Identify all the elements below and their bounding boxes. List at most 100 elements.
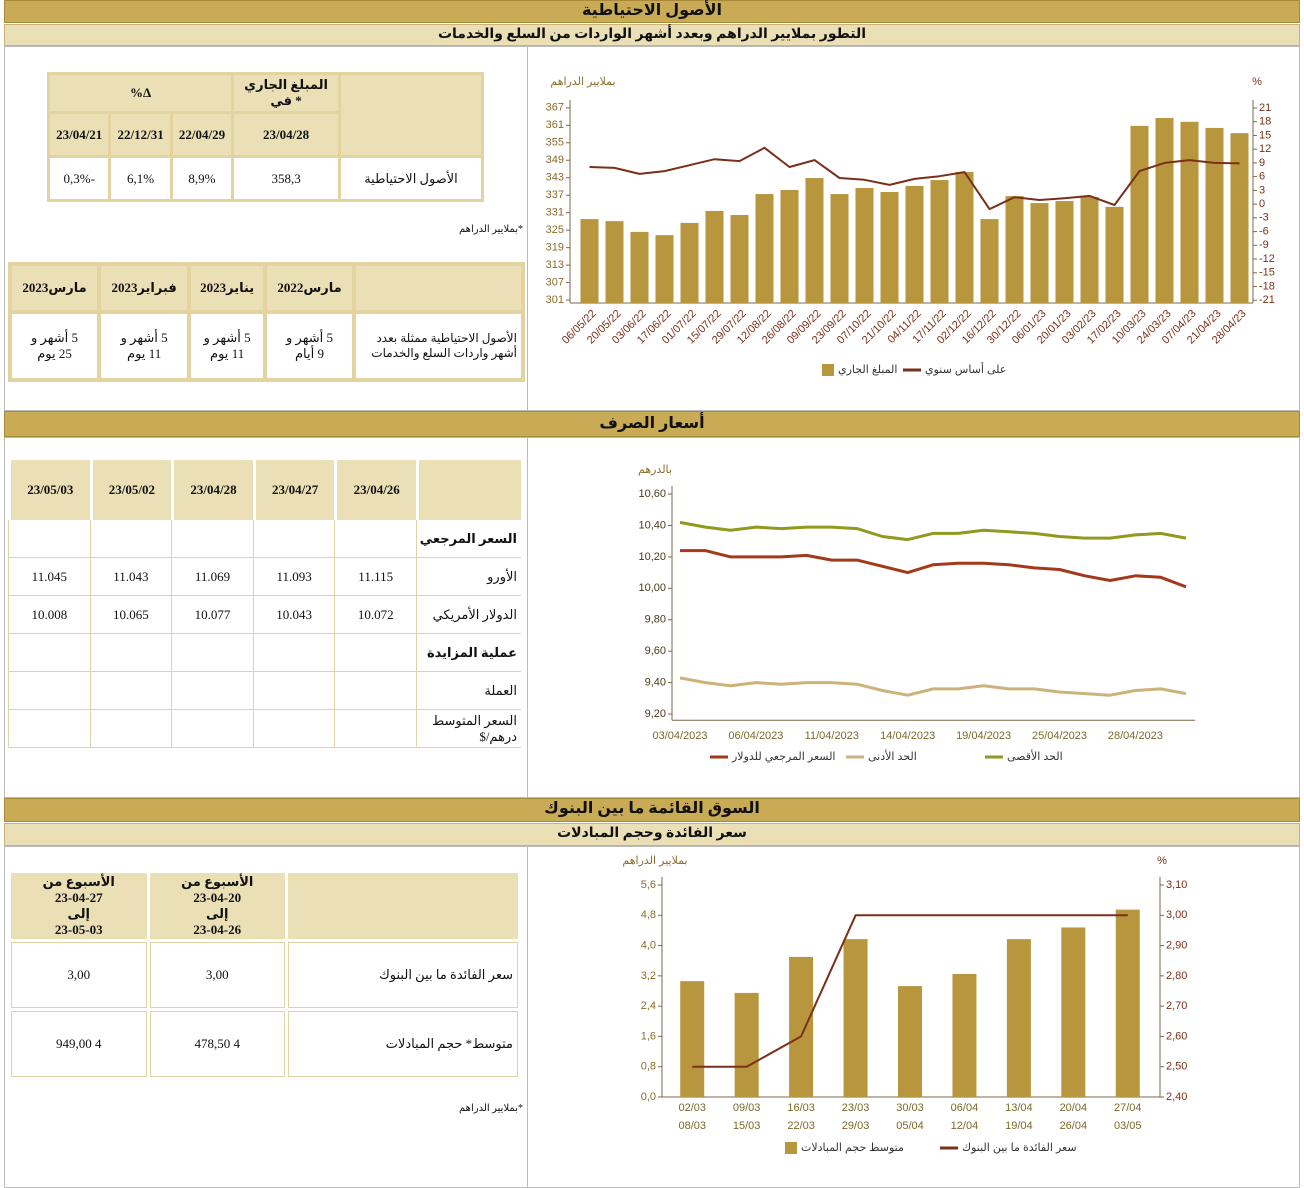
x-tick-label: 03/05 [1114,1120,1142,1132]
y2-tick-label: 2,80 [1166,970,1187,982]
bar [980,219,999,303]
y2-tick-label: 12 [1259,143,1271,155]
bar [680,222,699,303]
x-tick-label: 22/03 [787,1120,815,1132]
row-label: الأصول الاحتياطية [341,158,481,199]
bar [580,219,599,303]
legend-swatch [822,364,834,376]
bar [1061,927,1086,1097]
table-cell [171,634,253,672]
section-title: أسعار الصرف [4,411,1300,437]
y2-tick-label: 9 [1259,157,1265,169]
bar [1180,121,1199,304]
bar [755,194,774,303]
table-cell: 4 478,50 [149,1011,285,1077]
y-tick-label: 343 [546,172,564,184]
bar [1105,206,1124,303]
section-subtitle: سعر الفائدة وحجم المبادلات [4,823,1300,846]
axis-title: بملايير الدراهم [622,855,687,867]
table-cell [252,710,335,748]
axis-title: % [1157,855,1167,867]
table-cell [171,710,253,748]
divider [527,847,528,1187]
row-label: العملة [416,672,521,710]
blank-header [341,75,481,155]
x-tick-label: 05/04 [896,1120,924,1132]
note: *بملايير الدراهم [459,1103,523,1114]
y-tick-label: 0,8 [641,1061,656,1073]
column-header: 23/05/03 [8,460,90,520]
table-cell [334,672,416,710]
column-header: يناير2023 [191,266,264,310]
y-tick-label: 4,8 [641,909,656,921]
x-tick-label: 19/04/2023 [956,730,1011,742]
y-tick-label: 10,20 [638,551,666,563]
bar [730,215,749,303]
column-header: 23/04/28 [171,460,253,520]
table-cell: 6,1% [111,158,170,199]
months-table: مارس2022 يناير2023 فبراير2023 مارس2023 ا… [8,262,525,382]
y2-tick-label: 21 [1259,102,1271,114]
table-row: العملة [8,672,521,710]
y2-tick-label: -21 [1259,294,1275,306]
table-cell: 10.065 [89,596,172,634]
row-label: السعر المتوسط درهم/$ [416,710,521,748]
y-tick-label: 307 [546,277,564,289]
axis-title: % [1252,76,1262,88]
table-cell: 5 أشهر و 11 يوم [101,314,188,378]
table-cell [171,672,253,710]
y2-tick-label: 2,40 [1166,1091,1187,1103]
y-tick-label: 2,4 [641,1000,656,1012]
y2-tick-label: -3 [1259,212,1269,224]
y2-tick-label: 15 [1259,129,1271,141]
blank-header [356,266,521,310]
section-title: السوق القائمة ما بين البنوك [4,798,1300,822]
y-tick-label: 5,6 [641,879,656,891]
x-tick-label: 25/04/2023 [1032,730,1087,742]
x-tick-label: 14/04/2023 [880,730,935,742]
table-cell: 5 أشهر و 11 يوم [191,314,264,378]
x-tick-label: 13/04 [1005,1102,1033,1114]
y-tick-label: 367 [546,102,564,114]
header-row: 23/04/26 23/04/27 23/04/28 23/05/02 23/05/03 [8,460,521,520]
x-tick-label: 23/03 [842,1102,870,1114]
exchange-table: 23/04/26 23/04/27 23/04/28 23/05/02 23/05/03… [8,460,521,748]
row-label: سعر الفائدة ما بين البنوك [288,942,518,1008]
table-cell: 10.077 [171,596,253,634]
y-tick-label: 10,00 [638,582,666,594]
table-cell [334,520,416,558]
y-tick-label: 9,40 [645,677,666,689]
y-tick-label: 0,0 [641,1091,656,1103]
line [679,520,1187,542]
table-row: متوسط* حجم المبادلات 4 478,50 4 949,00 [11,1011,518,1077]
y2-tick-label: 18 [1259,116,1271,128]
column-header: 23/04/21 [50,114,109,155]
column-header: 23/04/27 [252,460,335,520]
table-cell [89,634,172,672]
bar [605,221,624,303]
table-cell: 11.045 [8,558,90,596]
y-tick-label: 10,40 [638,519,666,531]
reserves-table: المبلغ الجاري * في Δ% 23/04/28 22/04/29 … [47,72,484,202]
legend-label: سعر الفائدة ما بين البنوك [962,1142,1077,1154]
line [692,914,1128,1068]
bar [1055,201,1074,303]
row-label: الأصول الاحتياطية ممثلة بعدد أشهر واردات… [356,314,521,378]
y-tick-label: 1,6 [641,1030,656,1042]
table-cell [252,520,335,558]
y-tick-label: 313 [546,259,564,271]
table-cell [252,672,335,710]
bar [780,189,799,303]
bar [1080,196,1099,303]
x-tick-label: 15/03 [733,1120,761,1132]
y2-tick-label: -15 [1259,267,1275,279]
y-tick-label: 9,60 [645,645,666,657]
legend-label: السعر المرجعي للدولار [731,751,836,763]
axis-title: بالدرهم [638,464,672,476]
x-tick-label: 06/04/2023 [728,730,783,742]
x-tick-label: 26/04 [1060,1120,1088,1132]
bar [630,231,649,303]
bar [843,939,868,1097]
y-tick-label: 301 [546,294,564,306]
